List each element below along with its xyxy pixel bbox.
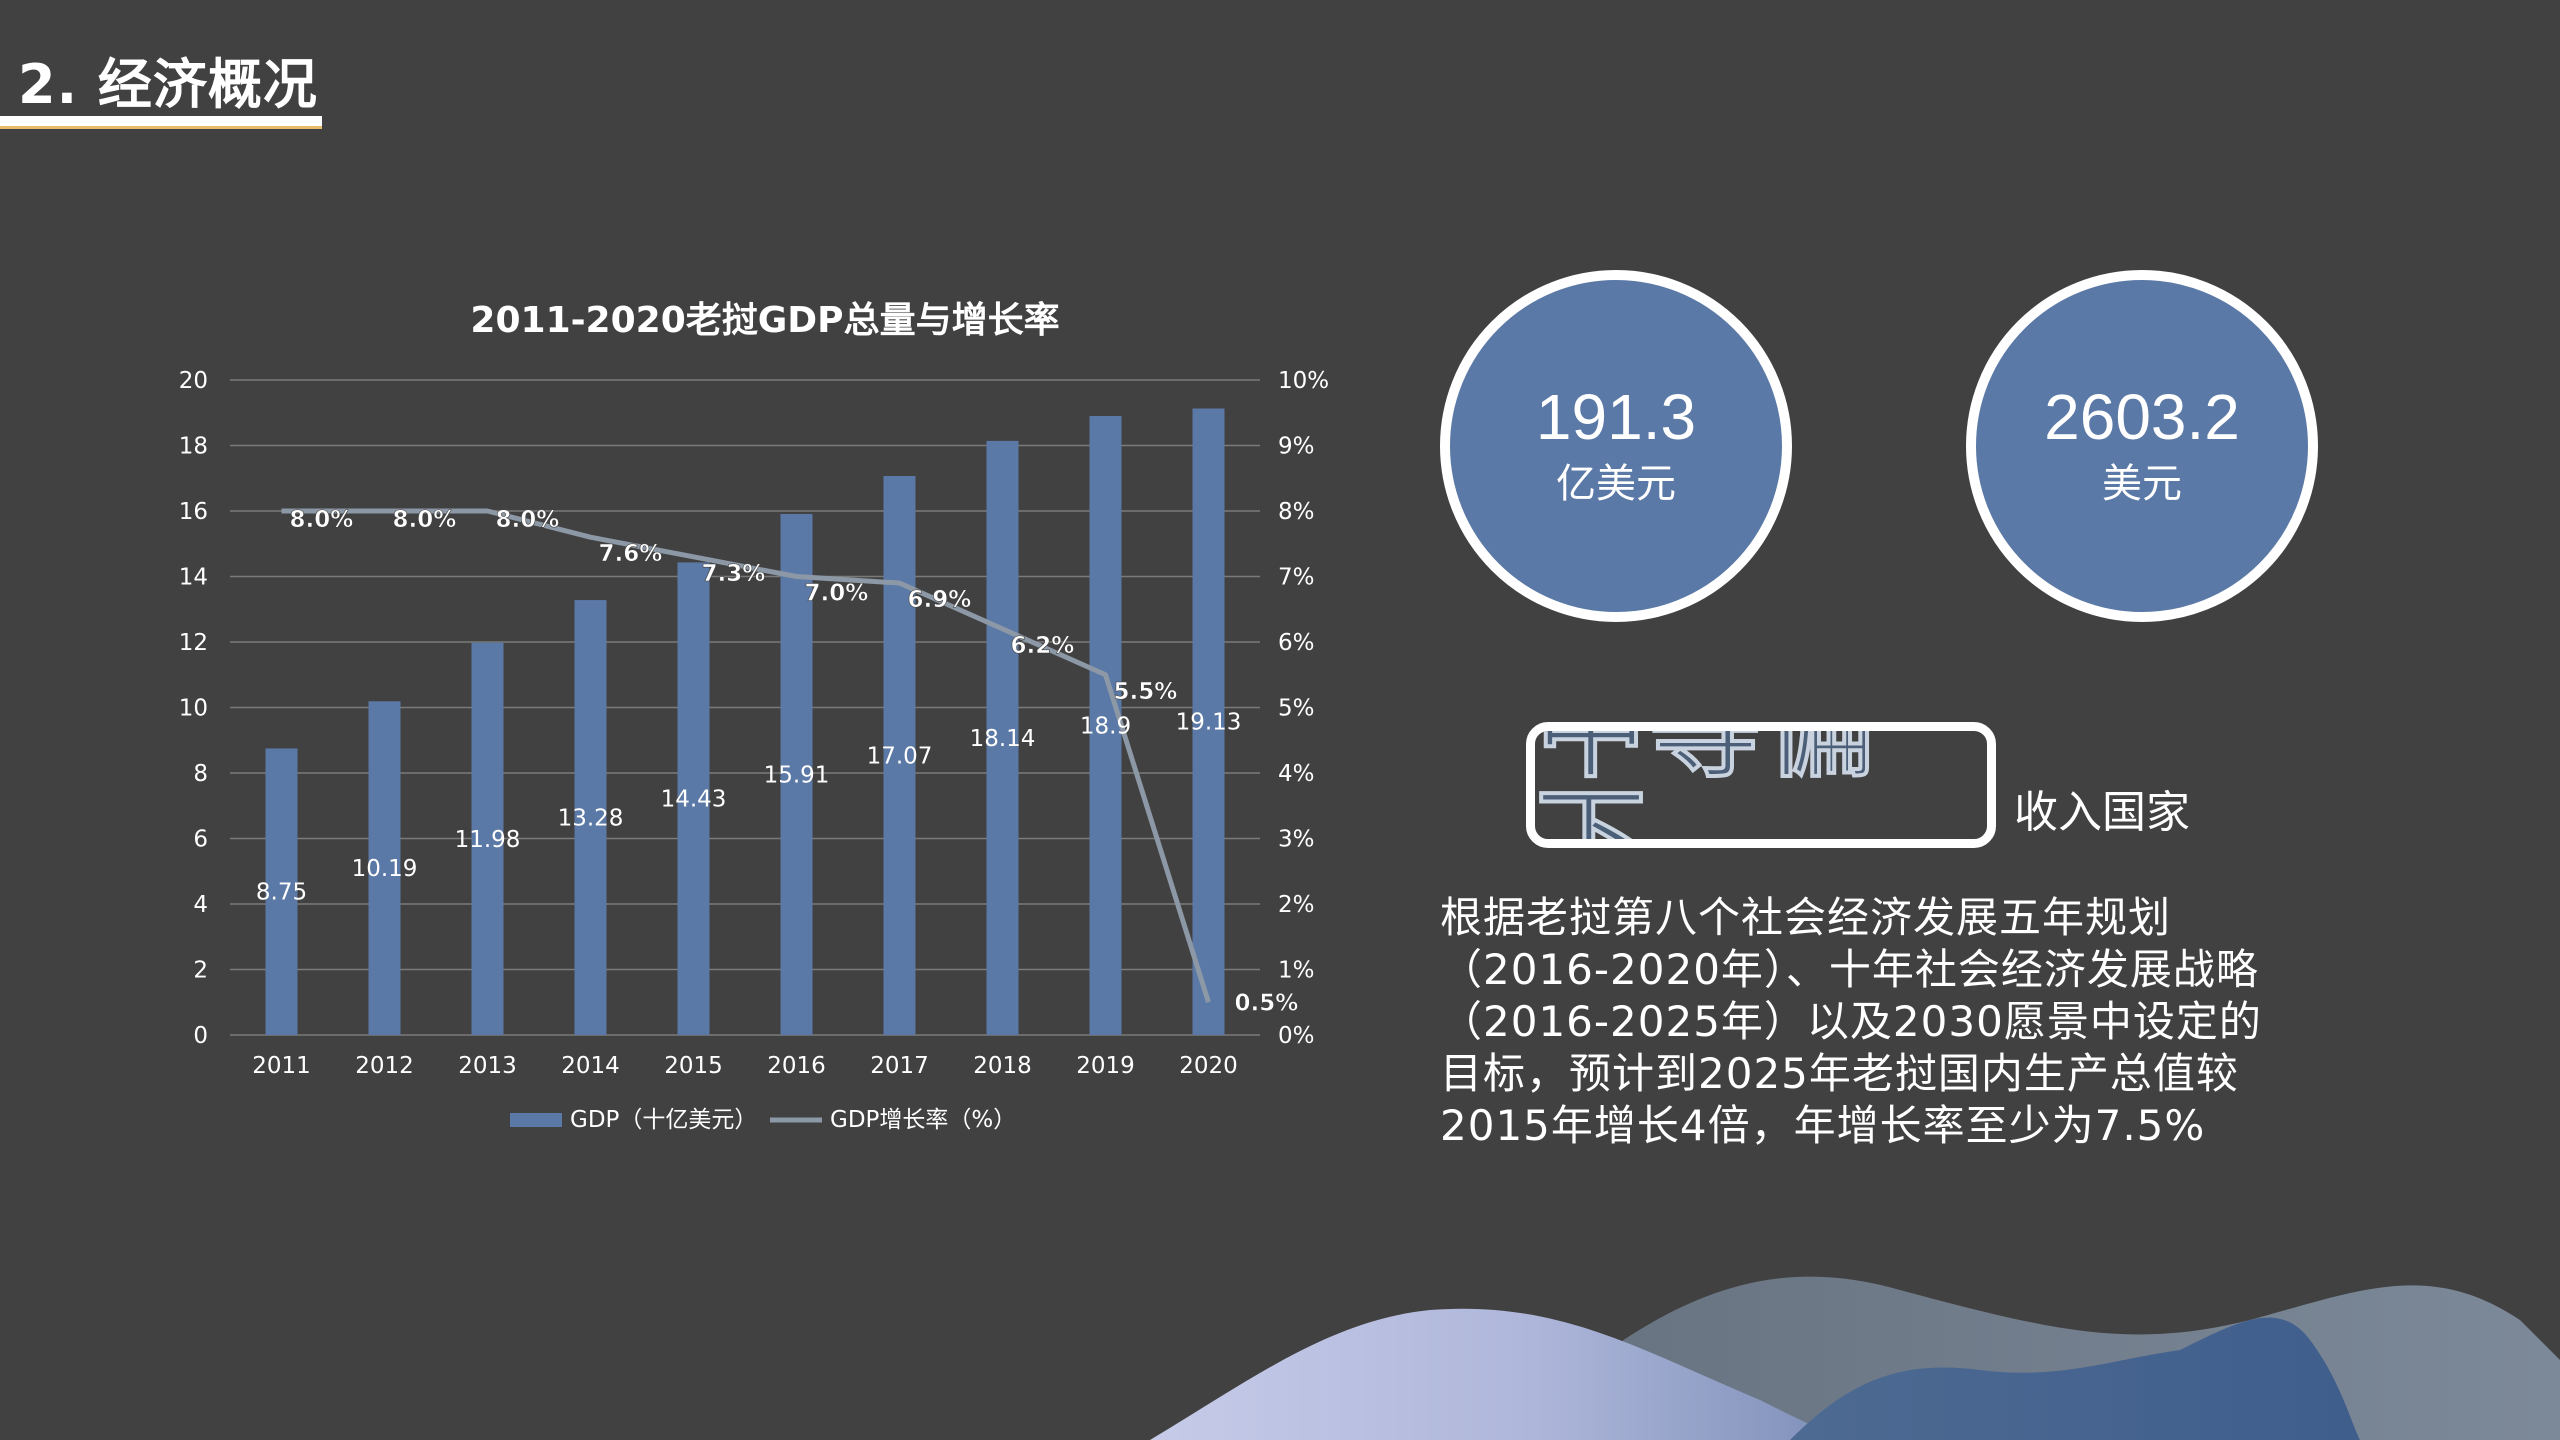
gdp-bar [368,701,401,1035]
gdp-bar-label: 19.13 [1176,710,1242,736]
gdp-bar [883,475,916,1035]
y-left-tick-label: 6 [193,827,208,853]
stat-gdp-total: 191.3 亿美元 [1440,270,1792,622]
x-tick-label: 2017 [870,1053,929,1079]
stat-gdp-unit: 亿美元 [1556,461,1676,508]
y-right-tick-label: 8% [1278,499,1315,525]
legend-bar-label: GDP（十亿美元） [570,1107,757,1133]
x-tick-label: 2020 [1179,1053,1238,1079]
y-left-tick-label: 4 [193,892,208,918]
gdp-bar-label: 18.14 [970,726,1036,752]
mountain-front-right [1790,1317,2360,1440]
income-suffix: 收入国家 [2014,787,2190,838]
income-level: 中等偏下 [1535,722,1877,848]
y-right-tick-label: 3% [1278,827,1315,853]
gdp-chart: 2011-2020老挝GDP总量与增长率 8.75 10.19 11.98 13.28… [160,280,1360,1160]
x-tick-label: 2011 [252,1053,311,1079]
y-left-tick-label: 0 [193,1023,208,1049]
stat-per-capita-unit: 美元 [2102,461,2182,508]
y-left-tick-label: 10 [179,696,208,722]
x-tick-label: 2018 [973,1053,1032,1079]
income-level-box: 中等偏下 [1526,722,1996,848]
growth-rate-label: 0.5% [1235,990,1299,1016]
x-tick-label: 2019 [1076,1053,1135,1079]
x-tick-label: 2015 [664,1053,723,1079]
gdp-bar-label: 13.28 [558,806,624,832]
y-right-tick-label: 7% [1278,565,1315,591]
slide-title: 2. 经济概况 [18,53,318,116]
growth-rate-label: 7.0% [805,581,869,607]
growth-rate-label: 7.3% [702,561,766,587]
x-tick-label: 2014 [561,1053,620,1079]
y-right-tick-label: 1% [1278,958,1315,984]
y-right-tick-label: 10% [1278,368,1329,394]
gdp-bar-label: 15.91 [764,762,830,788]
x-tick-label: 2012 [355,1053,414,1079]
gdp-bar-label: 17.07 [867,743,933,769]
y-right-tick-label: 2% [1278,892,1315,918]
y-right-tick-label: 6% [1278,630,1315,656]
growth-rate-label: 7.6% [599,541,663,567]
growth-rate-label: 8.0% [393,507,457,533]
chart-title: 2011-2020老挝GDP总量与增长率 [470,300,1059,341]
gdp-bar-label: 11.98 [455,827,521,853]
gdp-bar-label: 8.75 [256,880,307,906]
gdp-bar-label: 14.43 [661,787,727,813]
y-right-tick-label: 5% [1278,696,1315,722]
legend-line-label: GDP增长率（%） [830,1107,1016,1133]
growth-rate-line [281,508,1211,1004]
x-tick-label: 2016 [767,1053,826,1079]
gdp-bar [471,642,504,1035]
gdp-bar [1192,408,1225,1035]
description-text: 根据老挝第八个社会经济发展五年规划（2016-2020年）、十年社会经济发展战略… [1440,893,2262,1150]
stat-gdp-per-capita: 2603.2 美元 [1966,270,2318,622]
growth-rate-label: 8.0% [290,507,354,533]
mountain-front-left [1150,1308,1850,1440]
x-tick-label: 2013 [458,1053,517,1079]
gdp-bar [574,600,607,1035]
y-left-tick-label: 16 [179,499,208,525]
y-left-tick-label: 14 [179,565,208,591]
growth-rate-label: 8.0% [496,507,560,533]
gdp-bar-label: 10.19 [352,856,418,882]
gdp-bar [780,513,813,1035]
stat-per-capita-value: 2603.2 [2044,380,2240,453]
growth-rate-label: 5.5% [1114,679,1178,705]
mountain-back [1500,1276,2560,1440]
gdp-bar [1089,416,1122,1035]
y-left-tick-label: 8 [193,761,208,787]
growth-rate-label: 6.2% [1011,633,1075,659]
y-right-tick-label: 4% [1278,761,1315,787]
gdp-bar-label: 18.9 [1080,714,1131,740]
gdp-bar [265,748,298,1035]
title-underline [0,116,322,129]
y-left-tick-label: 2 [193,958,208,984]
gdp-bar [677,562,710,1035]
y-right-tick-label: 0% [1278,1023,1315,1049]
y-left-tick-label: 18 [179,434,208,460]
y-left-tick-label: 12 [179,630,208,656]
stat-gdp-value: 191.3 [1535,380,1697,453]
legend-bar-swatch [510,1113,562,1127]
growth-rate-label: 6.9% [908,587,972,613]
y-right-tick-label: 9% [1278,434,1315,460]
y-left-tick-label: 20 [179,368,208,394]
gdp-bar [986,440,1019,1035]
gdp-chart-svg: 2011-2020老挝GDP总量与增长率 8.75 10.19 11.98 13.28… [179,300,1329,1133]
